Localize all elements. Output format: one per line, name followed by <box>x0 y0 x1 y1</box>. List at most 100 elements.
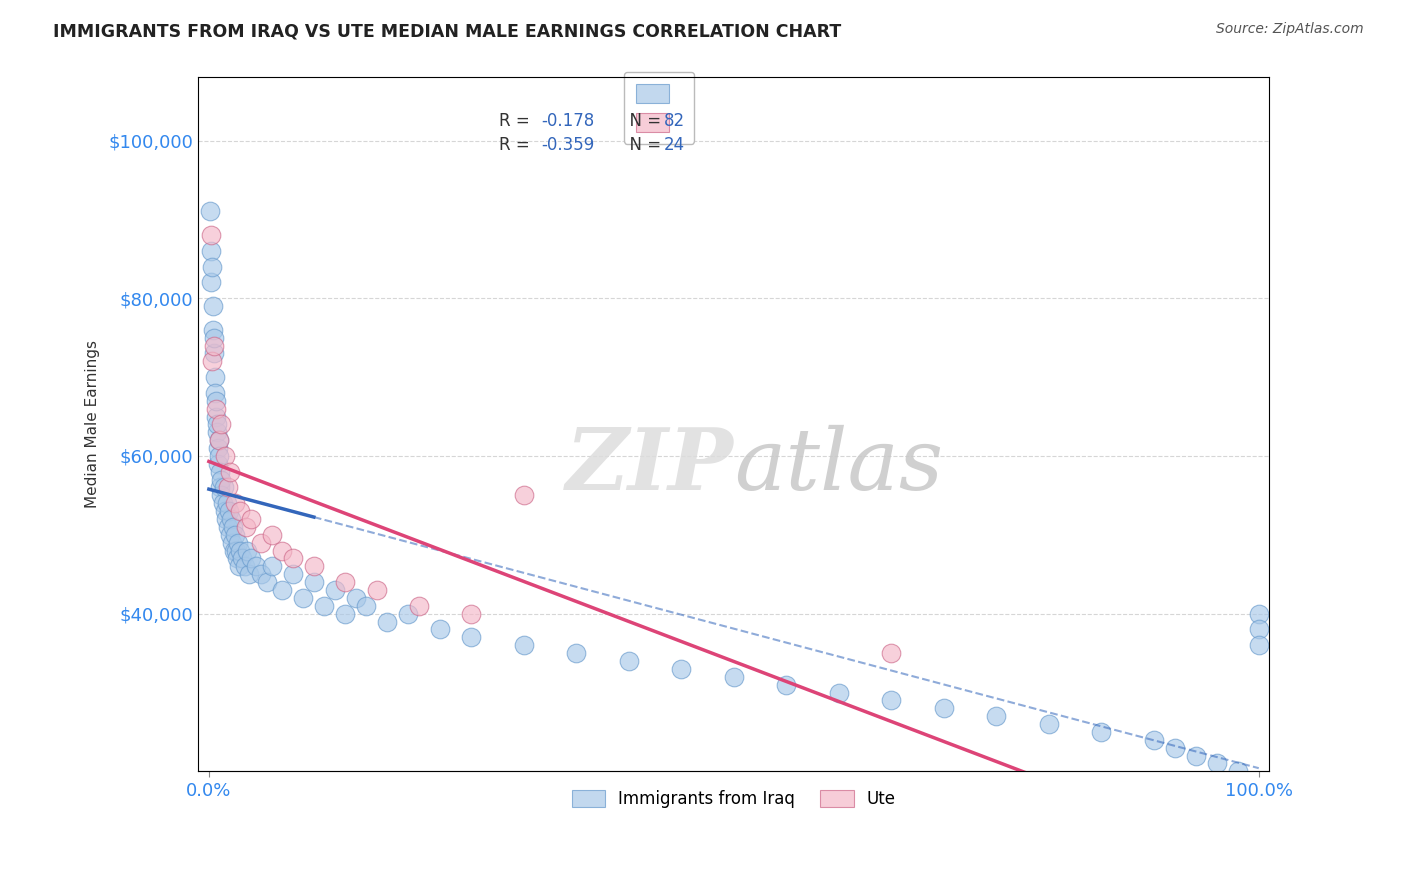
Point <box>292 591 315 605</box>
Point <box>204 370 226 384</box>
Legend: Immigrants from Iraq, Ute: Immigrants from Iraq, Ute <box>565 783 903 815</box>
Point <box>1143 732 1166 747</box>
Point <box>219 512 242 526</box>
Point <box>513 488 536 502</box>
Point <box>229 543 252 558</box>
Point <box>211 488 233 502</box>
Point <box>1205 756 1227 771</box>
Point <box>209 481 232 495</box>
Point <box>214 449 236 463</box>
Point <box>211 417 233 432</box>
Point <box>429 623 451 637</box>
Point <box>208 433 231 447</box>
Point <box>201 354 224 368</box>
Point <box>201 260 224 274</box>
Point <box>218 465 240 479</box>
Point <box>215 496 238 510</box>
Point <box>226 551 249 566</box>
Text: N =: N = <box>619 136 666 153</box>
Point <box>323 582 346 597</box>
Point <box>217 520 239 534</box>
Text: 24: 24 <box>664 136 685 153</box>
Point <box>880 646 903 660</box>
Point <box>1164 740 1187 755</box>
Text: atlas: atlas <box>734 425 943 508</box>
Point <box>208 465 231 479</box>
Point <box>214 504 236 518</box>
Point <box>1247 638 1270 652</box>
Point <box>202 346 225 360</box>
Point <box>207 417 229 432</box>
Point <box>204 385 226 400</box>
Point <box>1247 607 1270 621</box>
Point <box>617 654 640 668</box>
Point <box>224 528 246 542</box>
Point <box>235 520 257 534</box>
Point <box>201 299 224 313</box>
Point <box>671 662 693 676</box>
Point <box>302 575 325 590</box>
Point <box>1090 725 1112 739</box>
Point <box>932 701 955 715</box>
Text: N =: N = <box>619 112 666 129</box>
Point <box>205 401 228 416</box>
Point <box>229 504 252 518</box>
Point <box>222 520 245 534</box>
Y-axis label: Median Male Earnings: Median Male Earnings <box>86 341 100 508</box>
Point <box>271 582 294 597</box>
Point <box>250 535 273 549</box>
Point <box>228 559 250 574</box>
Point <box>205 393 228 408</box>
Text: -0.178: -0.178 <box>541 112 595 129</box>
Text: ZIP: ZIP <box>567 425 734 508</box>
Point <box>335 607 357 621</box>
Point <box>239 512 262 526</box>
Point <box>281 567 304 582</box>
Point <box>202 338 225 352</box>
Point <box>1038 717 1060 731</box>
Point <box>828 685 851 699</box>
Point <box>271 543 294 558</box>
Point <box>202 323 225 337</box>
Point <box>221 535 243 549</box>
Point <box>335 575 357 590</box>
Point <box>250 567 273 582</box>
Point <box>226 535 249 549</box>
Point <box>1184 748 1206 763</box>
Point <box>239 551 262 566</box>
Point <box>1226 764 1249 779</box>
Point <box>212 481 235 495</box>
Point <box>222 543 245 558</box>
Point <box>880 693 903 707</box>
Point <box>245 559 267 574</box>
Point <box>224 496 246 510</box>
Point <box>723 670 745 684</box>
Point <box>256 575 278 590</box>
Point <box>260 559 283 574</box>
Point <box>1247 623 1270 637</box>
Point <box>513 638 536 652</box>
Point <box>200 228 222 243</box>
Point <box>217 481 239 495</box>
Point <box>260 528 283 542</box>
Point <box>235 543 257 558</box>
Point <box>460 630 482 644</box>
Point <box>207 441 229 455</box>
Text: -0.359: -0.359 <box>541 136 595 153</box>
Point <box>396 607 419 621</box>
Point <box>314 599 336 613</box>
Point <box>375 615 398 629</box>
Point <box>565 646 588 660</box>
Text: 82: 82 <box>664 112 685 129</box>
Point <box>215 512 238 526</box>
Point <box>238 567 260 582</box>
Point <box>200 244 222 258</box>
Point <box>209 473 232 487</box>
Text: IMMIGRANTS FROM IRAQ VS UTE MEDIAN MALE EARNINGS CORRELATION CHART: IMMIGRANTS FROM IRAQ VS UTE MEDIAN MALE … <box>53 22 842 40</box>
Point <box>225 543 247 558</box>
Point <box>408 599 430 613</box>
Point <box>218 504 240 518</box>
Point <box>200 276 222 290</box>
Text: R =: R = <box>499 112 536 129</box>
Text: Source: ZipAtlas.com: Source: ZipAtlas.com <box>1216 22 1364 37</box>
